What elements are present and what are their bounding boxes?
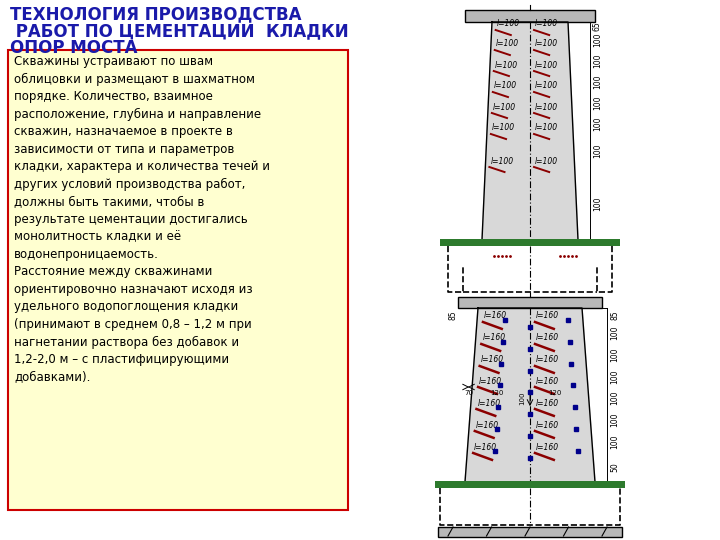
Text: 65: 65: [593, 21, 602, 31]
Bar: [435, 481, 625, 488]
Text: 100: 100: [593, 143, 602, 158]
Text: ТЕХНОЛОГИЯ ПРОИЗВОДСТВА: ТЕХНОЛОГИЯ ПРОИЗВОДСТВА: [10, 5, 302, 23]
Text: l=160: l=160: [536, 312, 559, 321]
Text: l=160: l=160: [536, 421, 559, 429]
Text: l=100: l=100: [535, 60, 558, 70]
Text: l=160: l=160: [477, 399, 500, 408]
Text: l=160: l=160: [474, 442, 498, 451]
Text: l=100: l=100: [492, 124, 515, 132]
Text: 100: 100: [519, 392, 525, 405]
Text: l=100: l=100: [535, 19, 558, 29]
Text: 100: 100: [610, 348, 619, 362]
Text: l=160: l=160: [479, 376, 503, 386]
Bar: [438, 527, 622, 537]
Text: 100: 100: [593, 95, 602, 110]
Text: 85: 85: [449, 310, 457, 320]
Text: 50: 50: [610, 463, 619, 472]
Text: l=160: l=160: [484, 312, 507, 321]
Text: 100: 100: [593, 116, 602, 131]
Text: l=100: l=100: [490, 157, 513, 165]
Text: l=100: l=100: [495, 39, 519, 49]
Bar: [458, 297, 602, 308]
Text: 70: 70: [464, 390, 473, 396]
Text: l=160: l=160: [476, 421, 499, 429]
Text: 100: 100: [610, 413, 619, 427]
Text: l=100: l=100: [497, 19, 520, 29]
Text: 100: 100: [593, 196, 602, 211]
Text: l=160: l=160: [482, 334, 505, 342]
Bar: [465, 10, 595, 22]
Text: Скважины устраивают по швам
облицовки и размещают в шахматном
порядке. Количеств: Скважины устраивают по швам облицовки и …: [14, 55, 270, 383]
Text: 100: 100: [610, 369, 619, 384]
Text: 100: 100: [610, 391, 619, 405]
Text: l=100: l=100: [535, 39, 558, 49]
Bar: [440, 239, 620, 246]
Text: l=160: l=160: [481, 355, 504, 364]
Text: РАБОТ ПО ЦЕМЕНТАЦИИ  КЛАДКИ: РАБОТ ПО ЦЕМЕНТАЦИИ КЛАДКИ: [10, 22, 348, 40]
Text: l=100: l=100: [535, 157, 558, 165]
Text: 120: 120: [549, 390, 562, 396]
Polygon shape: [482, 22, 578, 240]
Text: 120: 120: [490, 390, 504, 396]
Text: ОПОР МОСТА: ОПОР МОСТА: [10, 39, 138, 57]
Text: l=100: l=100: [492, 103, 516, 111]
Text: l=100: l=100: [494, 82, 517, 91]
Text: l=100: l=100: [495, 60, 518, 70]
Text: 100: 100: [610, 435, 619, 449]
Text: l=100: l=100: [535, 103, 558, 111]
Text: l=160: l=160: [536, 442, 559, 451]
Text: l=160: l=160: [536, 399, 559, 408]
Text: l=100: l=100: [535, 124, 558, 132]
Text: 100: 100: [610, 326, 619, 340]
Text: 100: 100: [593, 53, 602, 68]
Text: l=100: l=100: [535, 82, 558, 91]
Text: l=160: l=160: [536, 376, 559, 386]
FancyBboxPatch shape: [8, 50, 348, 510]
Text: l=160: l=160: [536, 355, 559, 364]
Polygon shape: [465, 308, 595, 482]
Text: 100: 100: [593, 33, 602, 47]
Text: 85: 85: [610, 310, 619, 320]
Text: 100: 100: [593, 74, 602, 89]
Text: l=160: l=160: [536, 334, 559, 342]
